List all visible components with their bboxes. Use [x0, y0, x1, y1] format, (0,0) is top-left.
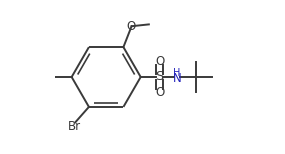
- Text: O: O: [155, 55, 164, 68]
- Text: S: S: [156, 71, 164, 83]
- Text: N: N: [173, 72, 181, 85]
- Text: O: O: [155, 86, 164, 99]
- Text: O: O: [127, 20, 136, 33]
- Text: Br: Br: [68, 120, 81, 133]
- Text: H: H: [173, 68, 181, 78]
